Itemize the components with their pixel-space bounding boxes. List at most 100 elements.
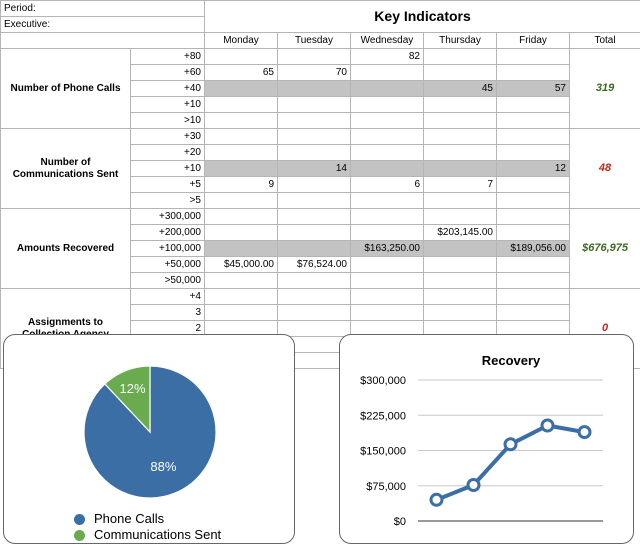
value-cell[interactable] bbox=[423, 144, 497, 161]
value-cell[interactable] bbox=[496, 272, 570, 289]
value-cell[interactable] bbox=[277, 128, 351, 145]
value-cell[interactable] bbox=[350, 224, 424, 241]
value-cell[interactable] bbox=[277, 272, 351, 289]
value-cell[interactable] bbox=[350, 208, 424, 225]
value-cell[interactable] bbox=[350, 128, 424, 145]
value-cell[interactable]: $76,524.00 bbox=[277, 256, 351, 273]
value-cell[interactable] bbox=[423, 160, 497, 177]
value-cell[interactable] bbox=[277, 112, 351, 129]
value-cell[interactable]: $203,145.00 bbox=[423, 224, 497, 241]
value-cell[interactable] bbox=[277, 48, 351, 65]
y-tick-label: $150,000 bbox=[360, 446, 406, 458]
value-cell[interactable] bbox=[277, 304, 351, 321]
value-cell[interactable]: $189,056.00 bbox=[496, 240, 570, 257]
value-cell[interactable] bbox=[204, 112, 278, 129]
value-cell[interactable] bbox=[204, 288, 278, 305]
value-cell[interactable]: 70 bbox=[277, 64, 351, 81]
value-cell[interactable] bbox=[423, 128, 497, 145]
value-cell[interactable] bbox=[204, 80, 278, 97]
value-cell[interactable] bbox=[277, 208, 351, 225]
value-cell[interactable] bbox=[423, 96, 497, 113]
value-cell[interactable] bbox=[423, 208, 497, 225]
day-header-row: Monday Tuesday Wednesday Thursday Friday… bbox=[0, 32, 640, 49]
day-header: Monday bbox=[204, 32, 278, 49]
value-cell[interactable] bbox=[277, 224, 351, 241]
legend-label: Phone Calls bbox=[94, 511, 165, 526]
value-cell[interactable] bbox=[423, 256, 497, 273]
value-cell[interactable] bbox=[204, 304, 278, 321]
value-cell[interactable]: 14 bbox=[277, 160, 351, 177]
value-cell[interactable]: 57 bbox=[496, 80, 570, 97]
value-cell[interactable] bbox=[350, 160, 424, 177]
value-cell[interactable] bbox=[423, 240, 497, 257]
value-cell[interactable] bbox=[496, 256, 570, 273]
value-cell[interactable] bbox=[277, 144, 351, 161]
recovery-series-line bbox=[435, 423, 585, 502]
value-cell[interactable] bbox=[496, 48, 570, 65]
threshold-cell: +80 bbox=[130, 48, 205, 65]
value-cell[interactable] bbox=[496, 304, 570, 321]
value-cell[interactable]: 12 bbox=[496, 160, 570, 177]
value-cell[interactable] bbox=[204, 160, 278, 177]
section-label: Number of Communications Sent bbox=[0, 128, 131, 209]
value-cell[interactable] bbox=[350, 256, 424, 273]
value-cell[interactable] bbox=[204, 224, 278, 241]
value-cell[interactable] bbox=[204, 128, 278, 145]
value-cell[interactable] bbox=[423, 288, 497, 305]
value-cell[interactable] bbox=[277, 176, 351, 193]
value-cell[interactable] bbox=[277, 240, 351, 257]
threshold-cell: +40 bbox=[130, 80, 205, 97]
value-cell[interactable] bbox=[204, 240, 278, 257]
value-cell[interactable] bbox=[277, 96, 351, 113]
value-cell[interactable] bbox=[350, 112, 424, 129]
value-cell[interactable]: 82 bbox=[350, 48, 424, 65]
value-cell[interactable] bbox=[423, 272, 497, 289]
recovery-line-chart: Recovery $0 $75,000 $150,000 $225,000 $300,0… bbox=[360, 353, 603, 528]
value-cell[interactable] bbox=[204, 48, 278, 65]
value-cell[interactable] bbox=[496, 64, 570, 81]
value-cell[interactable] bbox=[496, 176, 570, 193]
value-cell[interactable] bbox=[350, 288, 424, 305]
value-cell[interactable]: 45 bbox=[423, 80, 497, 97]
value-cell[interactable] bbox=[496, 208, 570, 225]
value-cell[interactable] bbox=[204, 208, 278, 225]
value-cell[interactable] bbox=[496, 224, 570, 241]
value-cell[interactable] bbox=[204, 192, 278, 209]
value-cell[interactable] bbox=[496, 128, 570, 145]
legend-item: Phone Calls bbox=[74, 511, 221, 527]
value-cell[interactable] bbox=[204, 272, 278, 289]
value-cell[interactable] bbox=[350, 80, 424, 97]
value-cell[interactable] bbox=[496, 144, 570, 161]
value-cell[interactable] bbox=[350, 144, 424, 161]
value-cell[interactable]: 9 bbox=[204, 176, 278, 193]
value-cell[interactable] bbox=[350, 96, 424, 113]
table-row: +10 14 12 bbox=[1, 160, 640, 177]
value-cell[interactable] bbox=[496, 192, 570, 209]
value-cell[interactable] bbox=[277, 80, 351, 97]
value-cell[interactable] bbox=[277, 192, 351, 209]
legend-label: Communications Sent bbox=[94, 527, 222, 542]
pie-legend: Phone Calls Communications Sent bbox=[74, 511, 221, 543]
value-cell[interactable] bbox=[423, 112, 497, 129]
value-cell[interactable] bbox=[423, 192, 497, 209]
value-cell[interactable]: 6 bbox=[350, 176, 424, 193]
value-cell[interactable] bbox=[496, 112, 570, 129]
value-cell[interactable] bbox=[350, 192, 424, 209]
value-cell[interactable] bbox=[350, 64, 424, 81]
value-cell[interactable] bbox=[423, 304, 497, 321]
value-cell[interactable] bbox=[350, 304, 424, 321]
value-cell[interactable]: 7 bbox=[423, 176, 497, 193]
value-cell[interactable] bbox=[204, 144, 278, 161]
value-cell[interactable] bbox=[496, 288, 570, 305]
value-cell[interactable] bbox=[204, 96, 278, 113]
value-cell[interactable] bbox=[423, 64, 497, 81]
value-cell[interactable] bbox=[277, 288, 351, 305]
section-label: Amounts Recovered bbox=[0, 208, 131, 289]
value-cell[interactable]: $45,000.00 bbox=[204, 256, 278, 273]
value-cell[interactable] bbox=[350, 272, 424, 289]
value-cell[interactable]: 65 bbox=[204, 64, 278, 81]
value-cell[interactable]: $163,250.00 bbox=[350, 240, 424, 257]
value-cell[interactable] bbox=[496, 96, 570, 113]
value-cell[interactable] bbox=[423, 48, 497, 65]
table-row: Number of Communications Sent +30 48 bbox=[0, 128, 640, 209]
